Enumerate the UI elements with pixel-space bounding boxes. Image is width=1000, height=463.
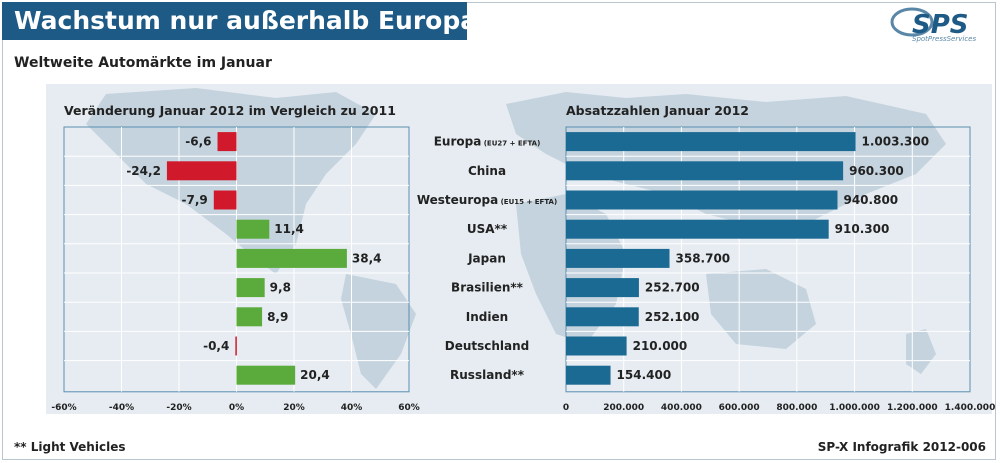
- page-title: Wachstum nur außerhalb Europas: [14, 6, 492, 35]
- sales-bar: [566, 336, 627, 356]
- change-value-label: 8,9: [267, 310, 288, 324]
- change-chart: Veränderung Januar 2012 im Vergleich zu …: [51, 103, 419, 413]
- sales-value-label: 252.100: [645, 310, 700, 324]
- sales-tick-label: 400.000: [661, 403, 702, 413]
- sales-tick-label: 0: [563, 403, 569, 413]
- sales-chart-title: Absatzzahlen Januar 2012: [566, 103, 749, 118]
- category-label: Japan: [467, 251, 506, 265]
- category-label: Westeuropa (EU15 + EFTA): [417, 193, 557, 207]
- change-bar: [235, 336, 237, 356]
- change-value-label: -7,9: [182, 193, 208, 207]
- change-bar: [236, 248, 347, 268]
- change-tick-label: 20%: [283, 403, 305, 413]
- sales-bar: [566, 132, 856, 152]
- change-value-label: 9,8: [270, 281, 291, 295]
- change-tick-label: -20%: [166, 403, 191, 413]
- category-label: USA**: [467, 222, 508, 236]
- change-bar: [217, 132, 237, 152]
- page-subtitle: Weltweite Automärkte im Januar: [14, 55, 272, 71]
- category-label: Deutschland: [445, 339, 530, 353]
- sales-bar: [566, 307, 639, 327]
- sales-tick-label: 1.400.000: [945, 403, 996, 413]
- change-chart-title: Veränderung Januar 2012 im Vergleich zu …: [64, 103, 396, 118]
- category-label: Indien: [466, 310, 508, 324]
- category-label: Europa (EU27 + EFTA): [434, 135, 541, 149]
- change-bar: [236, 307, 263, 327]
- change-value-label: 20,4: [300, 368, 330, 382]
- sps-logo: SPS: [890, 7, 969, 40]
- sales-value-label: 252.700: [645, 281, 700, 295]
- change-tick-label: -60%: [51, 403, 76, 413]
- logo-swoosh-icon: [890, 7, 934, 37]
- sales-value-label: 910.300: [835, 222, 890, 236]
- change-tick-label: 0%: [229, 403, 244, 413]
- logo-text: SPS: [912, 10, 969, 40]
- change-bar: [236, 219, 270, 239]
- change-value-label: -24,2: [126, 164, 161, 178]
- category-labels: Europa (EU27 + EFTA) China Westeuropa (EU1…: [417, 135, 557, 383]
- change-value-label: -6,6: [185, 135, 211, 149]
- sales-bar: [566, 219, 829, 239]
- logo-subtext: SpotPressServices: [912, 35, 977, 43]
- sales-value-label: 960.300: [849, 164, 904, 178]
- sales-bar: [566, 161, 844, 181]
- change-bar: [213, 190, 237, 210]
- change-bar: [236, 365, 296, 385]
- sales-tick-label: 200.000: [603, 403, 644, 413]
- sales-value-label: 358.700: [676, 251, 731, 265]
- sales-tick-label: 1.000.000: [829, 403, 880, 413]
- footnote: ** Light Vehicles: [14, 440, 126, 454]
- sales-value-label: 1.003.300: [862, 135, 930, 149]
- sales-value-label: 210.000: [633, 339, 688, 353]
- change-value-label: 38,4: [352, 251, 382, 265]
- category-label: China: [468, 164, 506, 178]
- category-label: Russland**: [450, 368, 525, 382]
- title-bar: Wachstum nur außerhalb Europas: [2, 2, 492, 40]
- sales-value-label: 940.800: [843, 193, 898, 207]
- sales-bar: [566, 365, 611, 385]
- sales-value-label: 154.400: [617, 368, 672, 382]
- change-bar: [236, 278, 265, 298]
- sales-bar: [566, 278, 639, 298]
- change-tick-label: 60%: [398, 403, 420, 413]
- change-bar: [166, 161, 237, 181]
- change-tick-label: 40%: [341, 403, 363, 413]
- category-note: (EU15 + EFTA): [498, 198, 557, 206]
- change-value-label: -0,4: [203, 339, 229, 353]
- sales-tick-label: 800.000: [776, 403, 817, 413]
- credit: SP-X Infografik 2012-006: [817, 440, 986, 454]
- sales-bar: [566, 248, 670, 268]
- category-label: Brasilien**: [451, 281, 524, 295]
- category-note: (EU27 + EFTA): [481, 140, 540, 148]
- sales-bar: [566, 190, 838, 210]
- change-value-label: 11,4: [274, 222, 304, 236]
- sales-tick-label: 600.000: [719, 403, 760, 413]
- change-tick-label: -40%: [109, 403, 134, 413]
- sales-chart: Absatzzahlen Januar 2012 0 200.000 400.000…: [563, 103, 995, 413]
- sales-tick-label: 1.200.000: [887, 403, 938, 413]
